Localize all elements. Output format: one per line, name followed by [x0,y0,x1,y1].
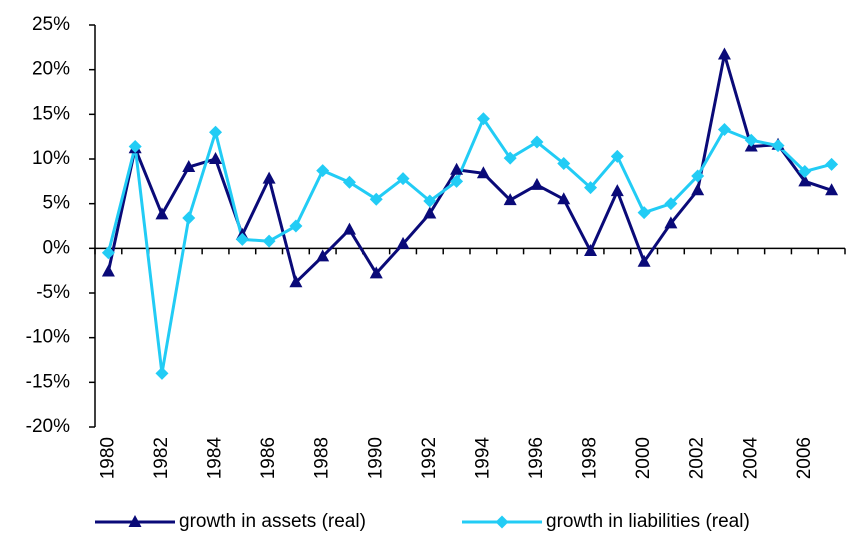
marker [717,123,731,137]
marker [530,135,544,149]
marker [557,156,571,170]
x-tick-label: 1988 [312,437,333,479]
y-tick-label: -10% [26,327,70,348]
y-tick-label: 0% [43,237,71,258]
marker [584,181,598,195]
marker [476,166,490,179]
series-line [106,115,832,374]
x-tick-label: 2002 [687,437,708,479]
legend-label: growth in assets (real) [179,511,366,532]
marker [128,139,142,153]
marker [209,125,223,139]
y-tick-label: 25% [32,14,70,35]
marker [342,175,356,189]
y-tick-label: 15% [32,103,70,124]
x-tick-label: 1998 [580,437,601,479]
marker [423,194,437,208]
marker [503,193,517,206]
marker [423,206,437,219]
marker [476,112,490,126]
marker [182,211,196,225]
marker [342,222,356,235]
marker [691,183,705,196]
y-tick-label: 10% [32,148,70,169]
marker [316,249,330,262]
marker [495,515,509,529]
marker [825,183,839,196]
marker [664,197,678,211]
x-tick-label: 1984 [205,437,226,480]
marker [664,216,678,229]
series-line [106,54,833,286]
marker [155,366,169,380]
marker [209,152,223,164]
x-tick-label: 1986 [258,437,279,479]
x-tick-label: 1996 [526,437,547,479]
marker [128,515,142,527]
x-tick-label: 2006 [794,437,815,479]
marker [316,164,330,178]
marker [637,254,651,267]
marker [450,174,464,188]
marker [289,275,303,288]
marker [503,151,517,165]
marker [637,206,651,220]
y-tick-label: 5% [43,193,71,214]
marker [262,171,276,184]
marker [289,219,303,233]
marker [798,174,812,187]
marker [825,157,839,171]
marker [101,246,115,260]
x-tick-label: 2004 [740,437,761,480]
marker [450,162,464,175]
x-tick-label: 1992 [419,437,440,479]
x-tick-label: 2000 [633,437,654,479]
marker [584,244,598,257]
legend-label: growth in liabilities (real) [546,511,750,532]
marker [691,169,705,183]
marker [155,207,169,220]
marker [798,165,812,179]
marker [235,232,249,246]
marker [557,192,571,205]
marker [396,236,410,249]
marker [771,139,785,153]
y-tick-label: -15% [26,371,70,392]
marker [369,266,383,279]
marker [744,133,758,147]
marker [101,264,115,277]
marker [610,184,624,197]
marker [396,172,410,186]
marker [717,47,731,60]
marker [530,177,544,190]
y-tick-label: -5% [36,282,70,303]
x-tick-label: 1990 [365,437,386,479]
y-tick-label: 20% [32,59,70,80]
x-tick-label: 1982 [151,437,172,479]
x-tick-label: 1980 [97,437,118,479]
marker [182,160,196,173]
marker [369,192,383,206]
marker [610,149,624,163]
x-tick-label: 1994 [472,437,493,480]
marker [262,234,276,248]
y-tick-label: -20% [26,416,70,437]
